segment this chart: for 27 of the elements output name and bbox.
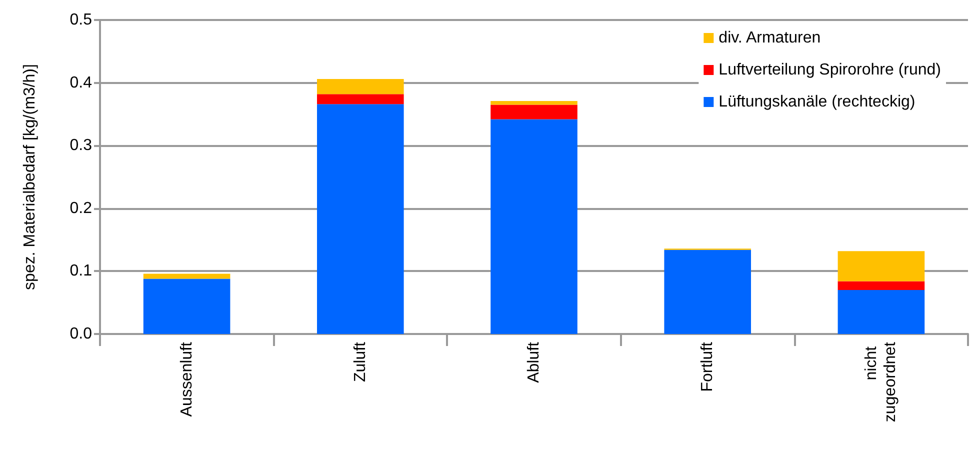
bar bbox=[143, 278, 230, 334]
bar bbox=[317, 104, 404, 334]
y-tick-label: 0.3 bbox=[70, 137, 92, 154]
bar bbox=[490, 104, 578, 120]
y-tick-label: 0.2 bbox=[70, 200, 92, 217]
y-tick-label: 0.1 bbox=[70, 262, 92, 280]
x-tick-label: Zuluft bbox=[352, 341, 369, 382]
legend-label: Lüftungskanäle (rechteckig) bbox=[718, 94, 916, 110]
legend-label: Luftverteilung Spirorohre (rund) bbox=[718, 62, 942, 78]
x-tick-label: nicht zugeordnet bbox=[863, 341, 900, 422]
y-tick-label: 0.5 bbox=[70, 12, 92, 28]
bar bbox=[490, 101, 578, 105]
bar bbox=[838, 281, 925, 290]
y-tick-label: 0.0 bbox=[70, 326, 92, 342]
x-tick-label: Aussenluft bbox=[178, 341, 196, 417]
x-tick-label: Abluft bbox=[526, 341, 542, 383]
legend-label: div. Armaturen bbox=[718, 30, 821, 46]
bar bbox=[317, 79, 404, 94]
bar bbox=[838, 290, 925, 334]
x-tick-label: Fortluft bbox=[699, 341, 716, 392]
y-axis-title: spez. Materialbedarf [kg/(m3/h)] bbox=[22, 64, 38, 290]
bar bbox=[317, 94, 404, 104]
bar bbox=[143, 274, 230, 279]
bar bbox=[490, 119, 578, 334]
bar bbox=[838, 251, 925, 282]
y-tick-label: 0.4 bbox=[70, 74, 92, 92]
bar bbox=[664, 250, 751, 334]
